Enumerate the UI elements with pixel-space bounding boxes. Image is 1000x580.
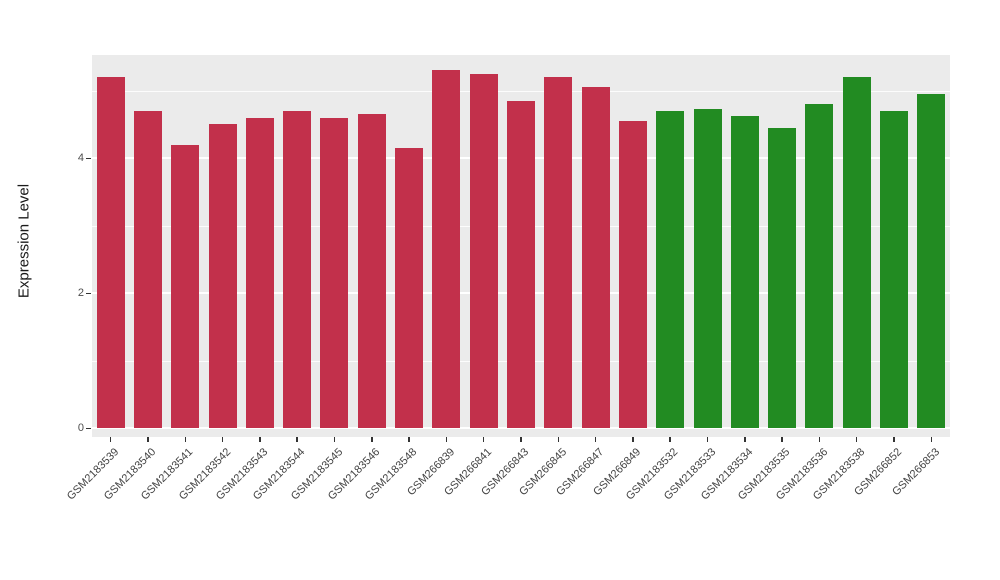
- bar-GSM266853: [917, 93, 946, 428]
- y-tick-mark: [86, 157, 91, 159]
- bar-GSM2183541: [171, 144, 200, 428]
- bar-GSM2183535: [768, 127, 797, 428]
- major-gridline: [92, 427, 950, 429]
- bar-GSM2183532: [656, 110, 685, 428]
- y-tick-label: 4: [77, 152, 84, 164]
- bar-GSM266841: [469, 73, 498, 428]
- bar-GSM266852: [880, 110, 909, 428]
- y-axis-title: Expression Level: [15, 183, 33, 299]
- x-tick-mark: [259, 437, 261, 442]
- x-tick-mark: [669, 437, 671, 442]
- bar-GSM2183548: [395, 147, 424, 428]
- bar-GSM2183533: [693, 109, 722, 428]
- x-tick-mark: [781, 437, 783, 442]
- minor-gridline: [92, 90, 950, 92]
- bar-GSM2183538: [842, 77, 871, 428]
- x-tick-mark: [632, 437, 634, 442]
- x-tick-mark: [930, 437, 933, 442]
- x-tick-mark: [482, 437, 485, 442]
- x-tick-mark: [893, 437, 895, 442]
- x-tick-mark: [147, 437, 149, 442]
- x-tick-mark: [818, 437, 821, 442]
- bar-GSM266845: [544, 77, 573, 428]
- bar-GSM2183545: [320, 117, 349, 428]
- bar-GSM266847: [581, 87, 610, 428]
- y-tick-mark: [86, 292, 91, 294]
- y-tick-mark: [86, 427, 91, 429]
- bar-GSM266839: [432, 70, 461, 428]
- bar-GSM2183546: [357, 114, 386, 428]
- x-tick-mark: [184, 437, 186, 442]
- bar-GSM2183543: [245, 117, 274, 428]
- y-tick-label: 0: [77, 422, 84, 434]
- y-tick-label: 2: [77, 287, 84, 299]
- bar-GSM266849: [618, 120, 647, 428]
- x-tick-mark: [333, 437, 336, 442]
- x-tick-mark: [744, 437, 746, 442]
- x-tick-mark: [557, 437, 560, 442]
- x-tick-mark: [371, 437, 373, 442]
- bar-GSM2183536: [805, 104, 834, 428]
- x-tick-mark: [855, 437, 858, 442]
- bar-GSM2183544: [283, 110, 312, 428]
- x-tick-mark: [221, 437, 224, 442]
- x-tick-mark: [296, 437, 298, 442]
- bar-GSM2183539: [96, 77, 125, 428]
- bar-GSM2183542: [208, 124, 237, 428]
- x-tick-mark: [594, 437, 597, 442]
- x-tick-mark: [408, 437, 410, 442]
- x-tick-mark: [520, 437, 522, 442]
- x-tick-mark: [445, 437, 448, 442]
- bar-GSM266843: [507, 100, 535, 428]
- x-tick-mark: [109, 437, 112, 442]
- x-tick-mark: [706, 437, 709, 442]
- bar-GSM2183534: [730, 116, 759, 428]
- bar-GSM2183540: [133, 110, 162, 428]
